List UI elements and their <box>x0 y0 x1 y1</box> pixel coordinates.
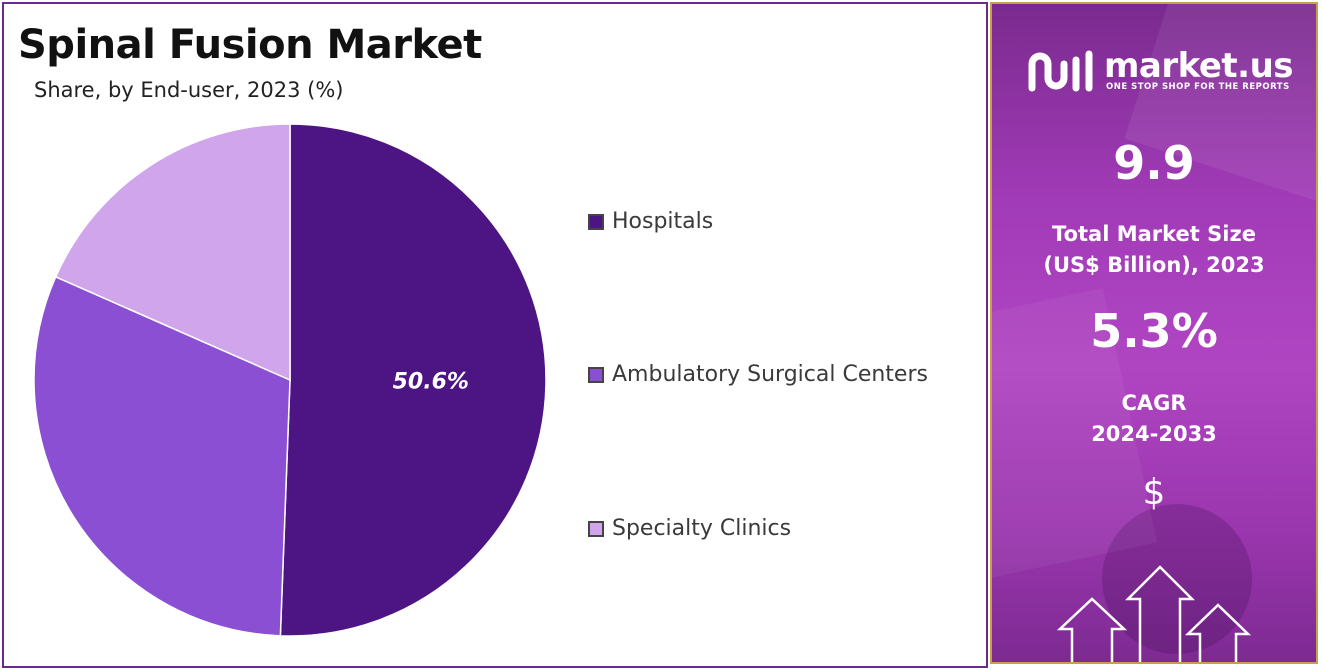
legend-item-ambulatory-surgical-centers: Ambulatory Surgical Centers <box>588 362 928 387</box>
brand: market.us ONE STOP SHOP FOR THE REPORTS <box>1028 44 1298 104</box>
cagr-label-line1: CAGR <box>1121 391 1187 415</box>
market-us-logo-icon <box>1028 50 1093 92</box>
chart-panel: Spinal Fusion Market Share, by End-user,… <box>2 2 988 668</box>
chart-title: Spinal Fusion Market <box>18 22 482 68</box>
data-label-hospitals: 50.6% <box>393 370 469 395</box>
chart-subtitle: Share, by End-user, 2023 (%) <box>34 78 344 102</box>
up-arrows-icon <box>1056 565 1252 662</box>
cagr-label-line2: 2024-2033 <box>1091 422 1217 446</box>
background-shape <box>1102 504 1252 654</box>
brand-name: market.us <box>1104 46 1294 86</box>
dollar-icon: $ <box>1142 472 1166 513</box>
legend-item-hospitals: Hospitals <box>588 209 713 234</box>
legend-swatch-hospitals <box>588 213 604 230</box>
legend-label-ambulatory-surgical-centers: Ambulatory Surgical Centers <box>612 362 928 387</box>
brand-tagline: ONE STOP SHOP FOR THE REPORTS <box>1106 82 1290 92</box>
pie-slice-ambulatory-surgical-centers <box>33 275 291 637</box>
info-panel: market.us ONE STOP SHOP FOR THE REPORTS … <box>990 2 1318 664</box>
legend-swatch-ambulatory-surgical-centers <box>588 366 604 383</box>
legend-item-specialty-clinics: Specialty Clinics <box>588 516 791 541</box>
pie-slice-specialty-clinics <box>54 123 291 382</box>
market-size-label-line2: (US$ Billion), 2023 <box>1043 253 1265 277</box>
market-size-label-line1: Total Market Size <box>1052 222 1256 246</box>
legend-swatch-specialty-clinics <box>588 520 604 537</box>
legend-label-specialty-clinics: Specialty Clinics <box>612 516 792 541</box>
legend-label-hospitals: Hospitals <box>612 209 714 234</box>
pie-chart: 50.6% <box>33 123 547 637</box>
pie-slice-hospitals <box>279 123 547 637</box>
cagr-value: 5.3% <box>1090 304 1218 358</box>
market-size-value: 9.9 <box>1113 136 1195 190</box>
